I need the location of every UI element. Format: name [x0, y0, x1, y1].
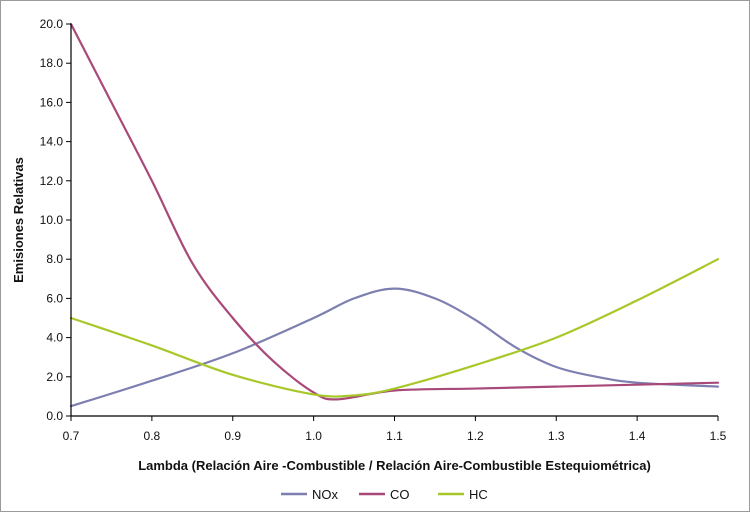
y-ticks: 0.0 2.0 4.0 6.0 8.0 10.0 12.0 14.0 16.0 18.0 20.0	[40, 17, 71, 423]
y-tick-label: 4.0	[46, 331, 63, 345]
x-tick-label: 1.2	[467, 429, 484, 443]
x-tick-label: 1.4	[629, 429, 646, 443]
x-tick-label: 1.0	[305, 429, 322, 443]
y-tick-label: 6.0	[46, 291, 63, 305]
legend-label-hc: HC	[469, 487, 488, 502]
y-tick-label: 12.0	[40, 174, 64, 188]
y-tick-label: 20.0	[40, 17, 64, 31]
y-tick-label: 8.0	[46, 252, 63, 266]
x-tick-label: 0.8	[144, 429, 161, 443]
y-axis-title: Emisiones Relativas	[11, 157, 26, 283]
series-line-hc	[69, 258, 720, 398]
y-tick-label: 0.0	[46, 409, 63, 423]
x-tick-label: 1.5	[710, 429, 727, 443]
x-tick-label: 0.9	[224, 429, 241, 443]
plot-lines	[69, 22, 720, 408]
y-tick-label: 16.0	[40, 95, 64, 109]
y-tick-label: 2.0	[46, 370, 63, 384]
x-ticks: 0.7 0.8 0.9 1.0 1.1 1.2 1.3 1.4 1.5	[63, 416, 727, 443]
x-tick-label: 0.7	[63, 429, 80, 443]
x-tick-label: 1.3	[548, 429, 565, 443]
x-tick-label: 1.1	[386, 429, 403, 443]
axes	[70, 24, 718, 417]
x-axis-title: Lambda (Relación Aire -Combustible / Rel…	[138, 458, 651, 473]
y-tick-label: 10.0	[40, 213, 64, 227]
series-line-co	[69, 22, 720, 401]
legend: NOx CO HC	[281, 487, 488, 502]
y-tick-label: 14.0	[40, 135, 64, 149]
legend-label-co: CO	[390, 487, 410, 502]
y-tick-label: 18.0	[40, 56, 64, 70]
legend-label-nox: NOx	[312, 487, 339, 502]
series-line-nox	[69, 287, 720, 408]
